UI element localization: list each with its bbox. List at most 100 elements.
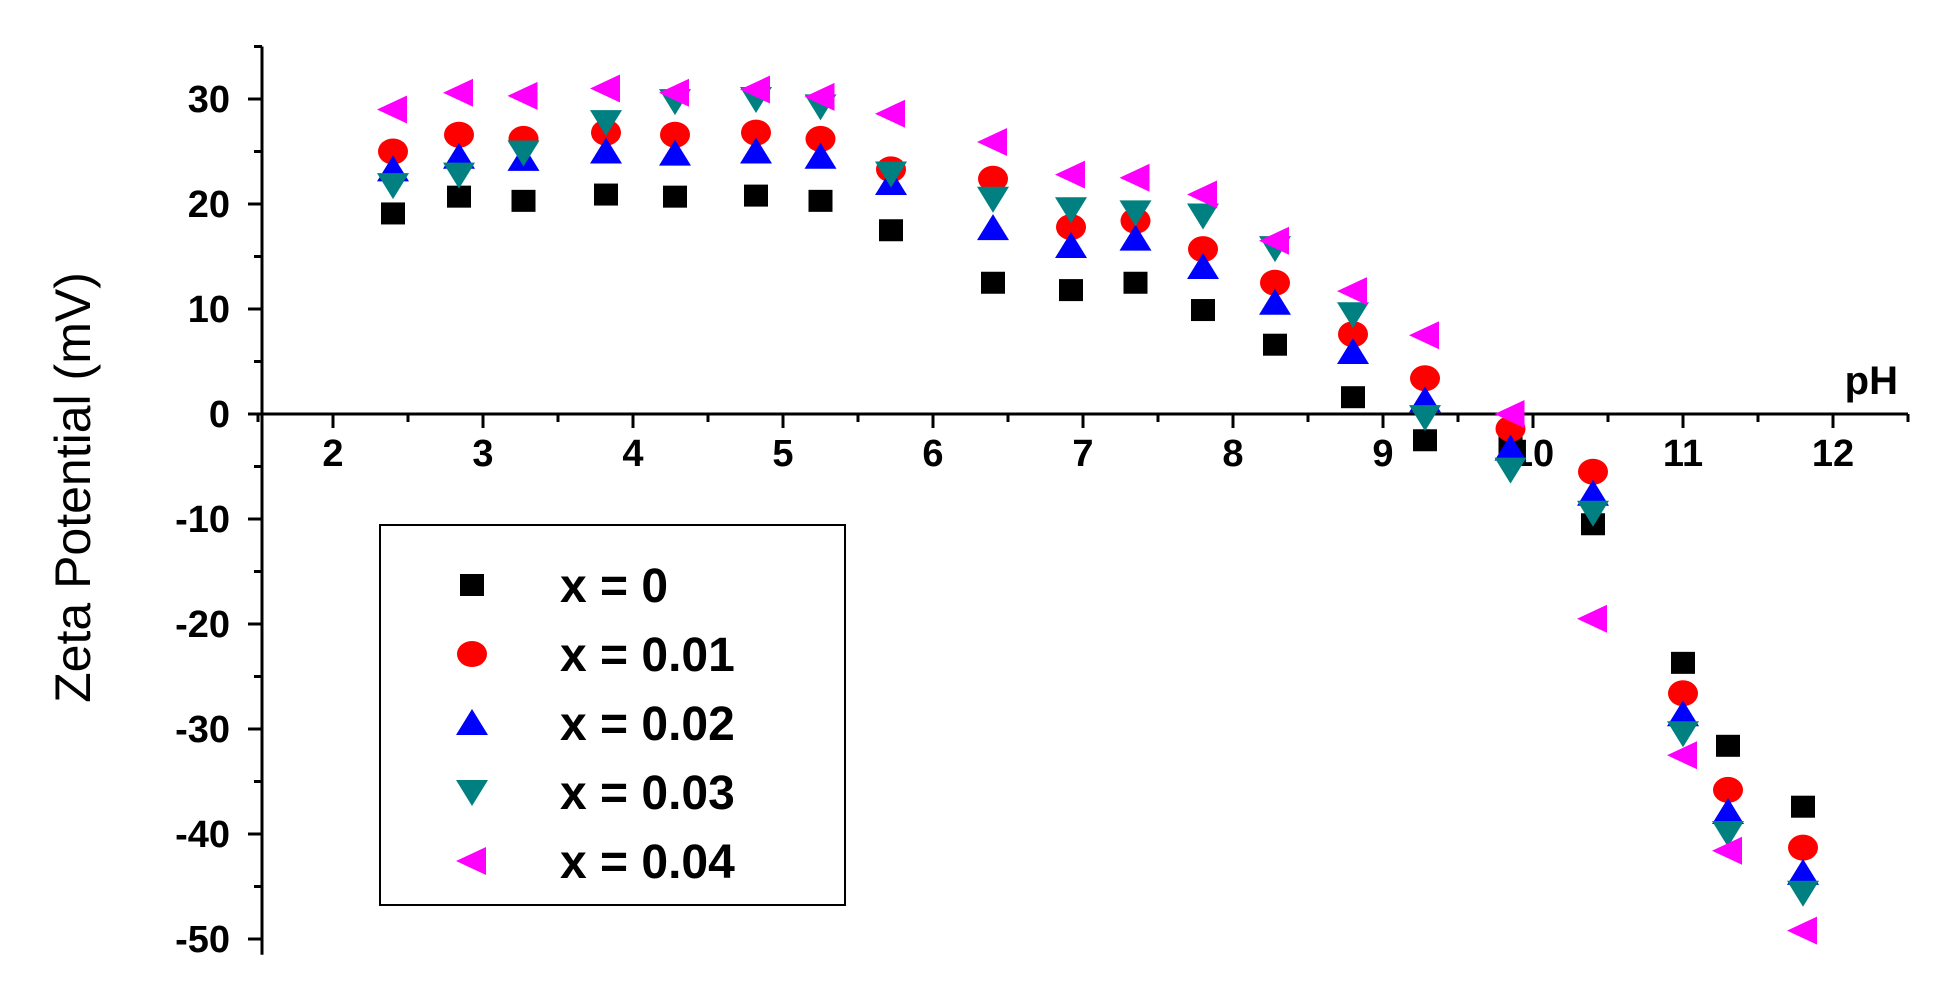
data-point bbox=[1409, 321, 1439, 350]
data-point bbox=[1668, 680, 1698, 707]
data-point bbox=[511, 189, 536, 212]
data-point bbox=[1259, 288, 1291, 315]
x-tick-label: 5 bbox=[772, 433, 793, 475]
x-tick-label: 2 bbox=[322, 433, 343, 475]
data-point bbox=[377, 95, 407, 124]
data-point bbox=[1119, 163, 1150, 192]
axes bbox=[248, 45, 1910, 955]
data-point bbox=[507, 140, 540, 167]
data-point bbox=[977, 128, 1007, 157]
data-point bbox=[590, 137, 622, 164]
y-tick-label: -30 bbox=[175, 709, 230, 751]
data-point bbox=[1667, 721, 1699, 748]
data-point bbox=[977, 186, 1009, 213]
legend-box bbox=[379, 524, 846, 906]
legend-marker bbox=[456, 709, 488, 735]
data-point bbox=[1494, 457, 1527, 484]
y-tick-label: 30 bbox=[188, 79, 230, 121]
data-point bbox=[978, 165, 1008, 192]
data-point bbox=[1337, 277, 1367, 306]
data-point bbox=[1341, 386, 1365, 409]
y-tick-labels: 30 20 10 0 -10 -20 -30 -40 -50 bbox=[175, 79, 230, 961]
data-point bbox=[1577, 500, 1609, 527]
y-tick-label: -20 bbox=[175, 604, 230, 646]
data-point bbox=[659, 139, 691, 166]
data-point bbox=[663, 185, 687, 208]
data-point bbox=[1791, 795, 1815, 818]
data-point bbox=[1787, 858, 1819, 885]
data-point bbox=[381, 202, 405, 225]
legend-label: x = 0.03 bbox=[560, 767, 735, 820]
legend-marker bbox=[456, 847, 486, 875]
data-point bbox=[1712, 836, 1742, 865]
data-point bbox=[1338, 321, 1368, 348]
data-point bbox=[977, 214, 1009, 241]
data-point bbox=[443, 142, 475, 169]
data-point bbox=[981, 271, 1005, 294]
x-tick-label: 8 bbox=[1222, 433, 1243, 475]
y-tick-label: -50 bbox=[175, 919, 230, 961]
x-tick-label: 11 bbox=[1663, 433, 1703, 475]
data-point bbox=[1577, 604, 1607, 633]
data-point bbox=[443, 162, 475, 189]
legend-label: x = 0.04 bbox=[560, 836, 735, 889]
y-tick-label: 20 bbox=[188, 184, 230, 226]
data-point bbox=[1578, 458, 1608, 485]
data-point bbox=[1059, 279, 1083, 302]
data-point bbox=[1667, 700, 1699, 727]
data-point bbox=[808, 189, 833, 212]
data-point bbox=[879, 219, 903, 242]
legend-label: x = 0.01 bbox=[560, 629, 735, 682]
legend: x = 0 x = 0.01 x = 0.02 x = 0.03 x = 0.04 bbox=[379, 524, 846, 906]
data-point bbox=[1671, 651, 1695, 674]
legend-label: x = 0 bbox=[560, 560, 668, 613]
data-point bbox=[377, 173, 409, 200]
data-point bbox=[740, 137, 772, 164]
data-point bbox=[1787, 880, 1819, 907]
data-point bbox=[875, 99, 905, 128]
y-axis-title: Zeta Potential (mV) bbox=[45, 272, 101, 703]
data-point bbox=[1259, 226, 1289, 255]
data-point bbox=[594, 183, 618, 206]
legend-marker bbox=[456, 780, 488, 806]
y-tick-label: 0 bbox=[209, 394, 230, 436]
y-tick-label: 10 bbox=[188, 289, 230, 331]
data-point bbox=[1191, 299, 1215, 322]
data-point bbox=[659, 78, 689, 107]
data-point bbox=[1055, 160, 1085, 189]
data-point bbox=[875, 161, 907, 188]
data-point bbox=[804, 142, 837, 169]
legend-marker bbox=[460, 574, 484, 596]
x-axis-title: pH bbox=[1845, 359, 1898, 403]
data-point bbox=[1187, 253, 1219, 279]
data-point bbox=[744, 184, 768, 207]
data-markers bbox=[377, 74, 1819, 945]
data-point bbox=[740, 75, 770, 104]
x-tick-labels: 2 3 4 5 6 7 8 9 10 11 12 bbox=[322, 433, 1854, 475]
data-point bbox=[1413, 429, 1437, 452]
x-tick-label: 6 bbox=[922, 433, 943, 475]
y-tick-label: -40 bbox=[175, 814, 230, 856]
legend-label: x = 0.02 bbox=[560, 698, 735, 751]
data-point bbox=[1716, 734, 1740, 757]
data-point bbox=[1119, 200, 1152, 227]
data-point bbox=[804, 82, 835, 111]
x-tick-label: 7 bbox=[1072, 433, 1093, 475]
data-point bbox=[443, 78, 473, 107]
data-point bbox=[1409, 405, 1441, 432]
data-point bbox=[444, 121, 474, 148]
x-tick-label: 3 bbox=[472, 433, 493, 475]
data-point bbox=[1787, 916, 1817, 945]
data-point bbox=[1337, 338, 1369, 365]
x-tick-label: 9 bbox=[1372, 433, 1393, 475]
data-point bbox=[1494, 400, 1525, 428]
data-point bbox=[1056, 214, 1086, 241]
data-point bbox=[1263, 333, 1287, 356]
x-tick-label: 12 bbox=[1812, 433, 1854, 475]
data-point bbox=[1667, 741, 1697, 770]
data-point bbox=[1187, 180, 1217, 209]
data-point bbox=[507, 81, 538, 110]
y-tick-label: -10 bbox=[175, 499, 230, 541]
data-point bbox=[1187, 203, 1219, 230]
